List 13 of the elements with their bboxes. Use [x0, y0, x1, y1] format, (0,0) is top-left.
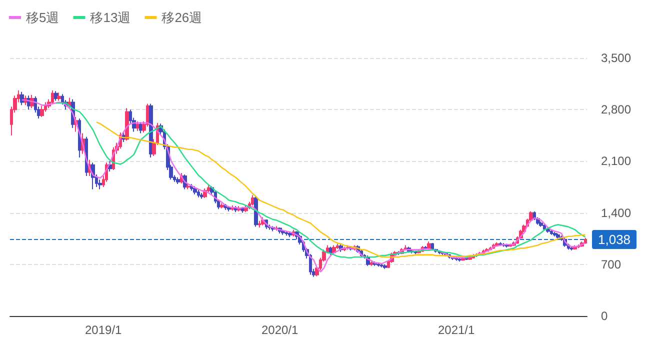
y-tick-label: 2,800 [601, 102, 632, 117]
x-tick-label: 2020/1 [261, 323, 299, 337]
x-tick-label: 2021/1 [438, 323, 476, 337]
x-tick-label: 2019/1 [84, 323, 122, 337]
legend-label: 移26週 [162, 10, 202, 25]
y-tick-label: 3,500 [601, 51, 632, 65]
ref-line-label: 1,038 [598, 232, 631, 247]
y-tick-label: 700 [601, 257, 622, 272]
y-tick-label: 2,100 [601, 154, 632, 168]
y-tick-label: 0 [601, 309, 608, 323]
legend-label: 移5週 [26, 10, 60, 25]
legend-label: 移13週 [90, 10, 131, 25]
y-tick-label: 1,400 [601, 206, 632, 220]
